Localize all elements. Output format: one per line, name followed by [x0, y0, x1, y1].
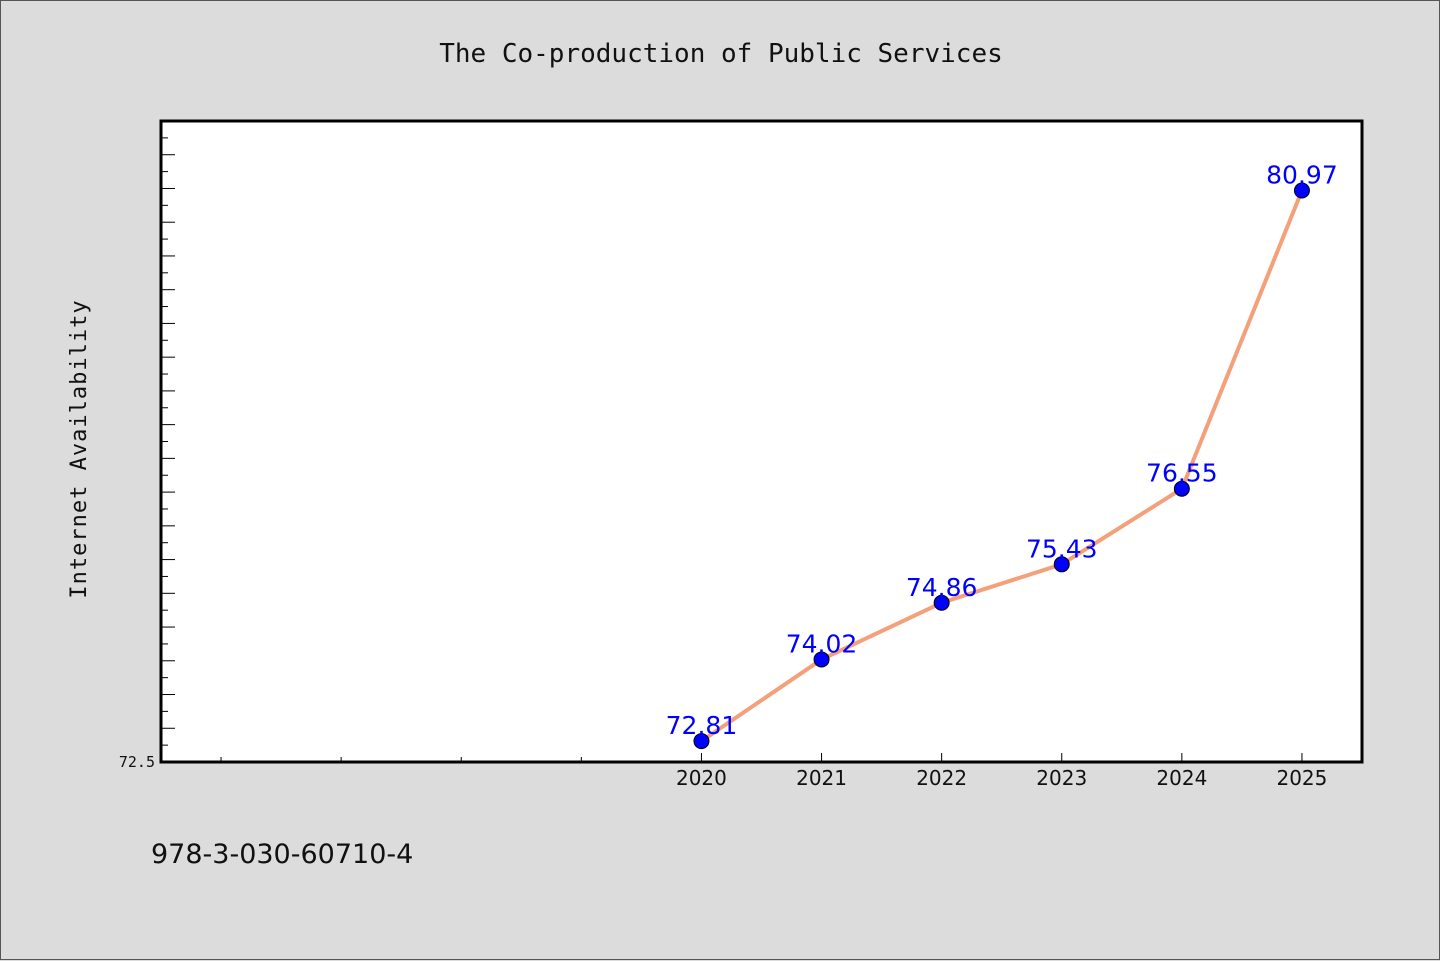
data-label: 75.43: [1026, 534, 1098, 563]
data-label: 74.86: [906, 573, 978, 602]
x-tick-label: 2021: [796, 766, 847, 790]
x-tick-label: 2024: [1156, 766, 1207, 790]
data-point: [1053, 556, 1070, 573]
x-minor-ticks: [220, 753, 1303, 762]
series-points-group: [693, 182, 1310, 750]
data-label: 80.97: [1266, 160, 1338, 189]
data-labels-group: 72.81 74.02 74.86 75.43 76.55 80.97: [666, 160, 1338, 740]
data-point: [1293, 182, 1310, 199]
data-point: [813, 651, 830, 668]
y-minor-ticks: [161, 137, 175, 763]
plot-area: [159, 119, 1364, 764]
y-tick-labels: 72.5: [119, 753, 155, 771]
data-point: [1173, 480, 1190, 497]
data-label: 72.81: [666, 711, 738, 740]
y-axis-label: Internet Availability: [67, 299, 92, 598]
series-line: [700, 189, 1304, 743]
x-tick-labels: 2020 2021 2022 2023 2024 2025: [676, 766, 1327, 790]
y-tick-label: 72.5: [119, 753, 155, 771]
data-point: [933, 594, 950, 611]
chart-title: The Co-production of Public Services: [439, 39, 1003, 69]
x-tick-label: 2025: [1276, 766, 1327, 790]
data-label: 74.02: [786, 629, 858, 658]
isbn-text: 978-3-030-60710-4: [151, 839, 413, 870]
x-tick-label: 2023: [1036, 766, 1087, 790]
series-line-group: [700, 189, 1304, 743]
x-tick-label: 2022: [916, 766, 967, 790]
data-point: [693, 733, 710, 750]
x-tick-label: 2020: [676, 766, 727, 790]
data-label: 76.55: [1146, 459, 1218, 488]
